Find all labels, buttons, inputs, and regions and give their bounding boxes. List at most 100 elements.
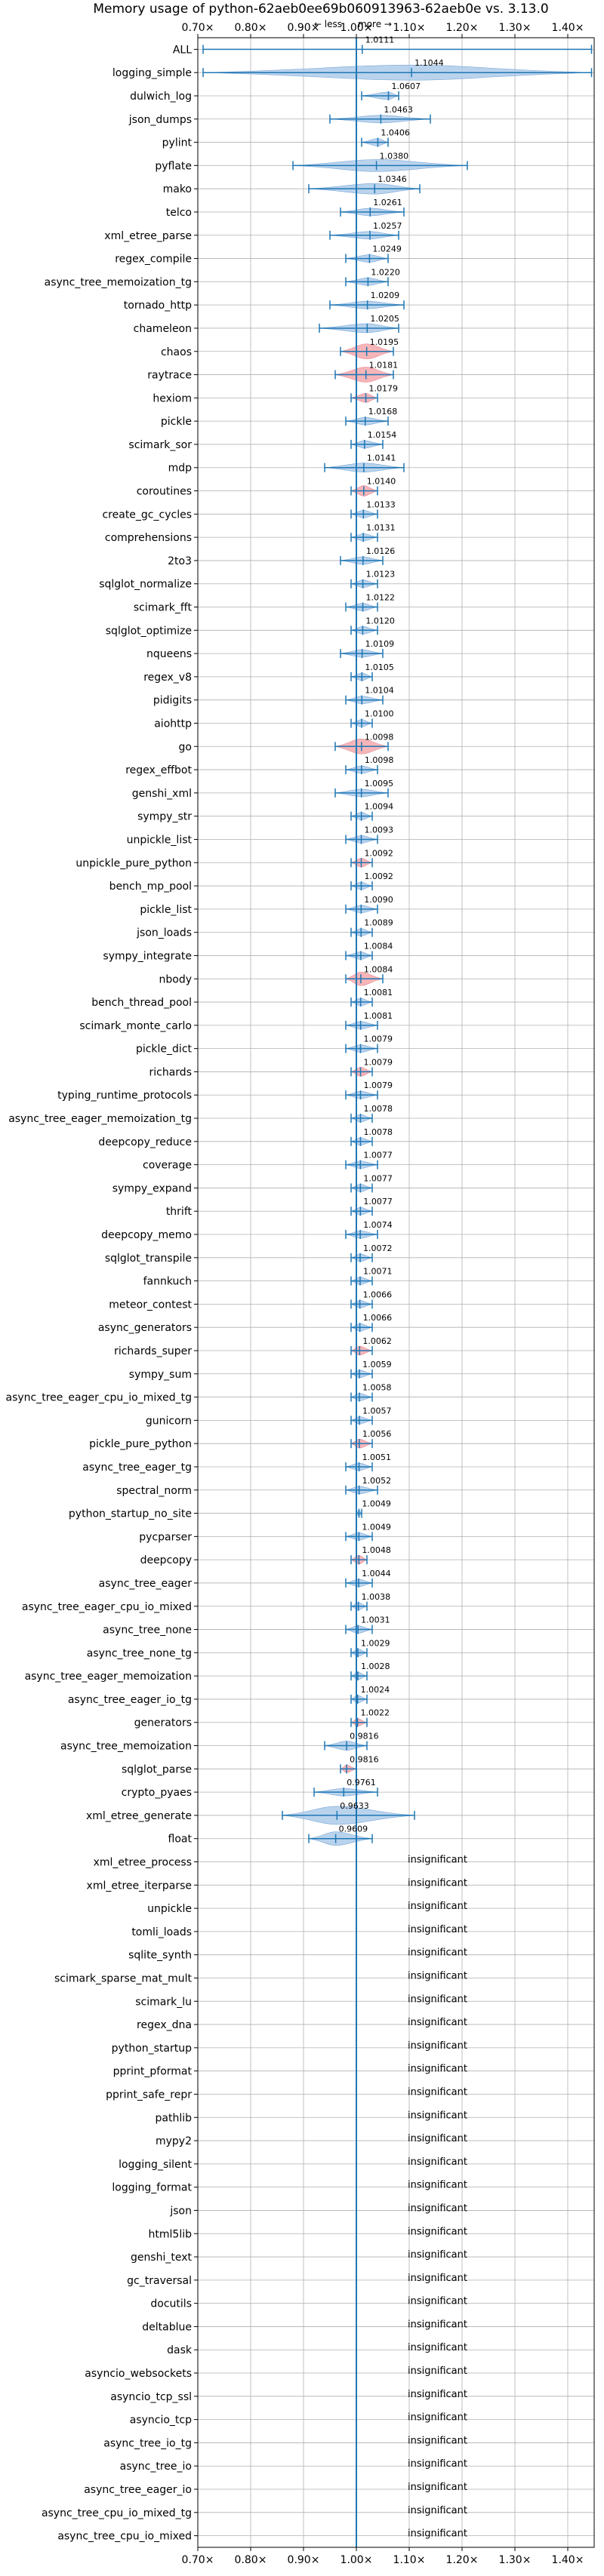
value-label: 1.0346 (378, 174, 406, 184)
insignificant-label: insignificant (408, 1855, 467, 1866)
value-label: 1.0141 (367, 453, 396, 463)
benchmark-label: scimark_sparse_mat_mult (54, 1972, 192, 1984)
insignificant-label: insignificant (408, 2203, 467, 2214)
benchmark-label: logging_format (112, 2182, 192, 2194)
value-label: 1.0048 (362, 1545, 391, 1555)
benchmark-label: regex_effbot (125, 764, 192, 776)
benchmark-label: chameleon (134, 323, 192, 335)
insignificant-label: insignificant (408, 2156, 467, 2168)
benchmark-label: json (169, 2205, 192, 2217)
benchmark-label: async_tree_io (120, 2461, 192, 2473)
benchmark-label: meteor_contest (109, 1299, 192, 1311)
value-label: 1.0056 (362, 1429, 392, 1439)
value-label: 1.0092 (364, 848, 393, 858)
benchmark-label: sympy_integrate (103, 950, 192, 962)
value-label: 1.0104 (365, 686, 394, 696)
insignificant-label: insignificant (408, 2412, 467, 2424)
insignificant-label: insignificant (408, 2365, 467, 2377)
benchmark-label: float (168, 1834, 193, 1846)
benchmark-label: json_dumps (128, 114, 192, 126)
value-label: 1.0057 (362, 1406, 392, 1416)
benchmark-label: create_gc_cycles (102, 509, 192, 521)
benchmark-label: scimark_monte_carlo (79, 1020, 192, 1032)
benchmark-label: html5lib (149, 2228, 193, 2240)
x-tick-label-top: 0.70× (182, 22, 214, 34)
value-label: 1.0084 (364, 941, 393, 951)
axis-layer: 0.70× 0.70× 0.80× 0.80× 0.90× 0.90× 1.00× 1.00×… (5, 22, 595, 2566)
benchmark-label: scimark_lu (135, 1996, 192, 2008)
value-label: 1.0100 (365, 709, 394, 718)
value-label: 1.0081 (364, 1011, 393, 1021)
value-label: 1.0249 (372, 244, 402, 254)
benchmark-label: xml_etree_process (94, 1857, 192, 1869)
benchmark-label: deltablue (142, 2321, 192, 2333)
insignificant-label: insignificant (408, 2435, 467, 2446)
benchmark-label: gunicorn (146, 1415, 192, 1427)
benchmark-label: pickle (161, 416, 192, 428)
benchmark-label: raytrace (147, 370, 192, 382)
benchmark-label: mypy2 (156, 2135, 192, 2147)
benchmark-label: pickle_pure_python (89, 1438, 192, 1450)
x-tick-label-bottom: 1.20× (446, 2554, 479, 2566)
insignificant-label: insignificant (408, 1877, 467, 1889)
benchmark-label: go (179, 741, 192, 753)
value-label: 1.0031 (361, 1615, 390, 1625)
value-label: 1.0081 (364, 988, 393, 998)
benchmark-label: asyncio_tcp_ssl (110, 2391, 192, 2403)
benchmark-label: pyflate (155, 160, 192, 172)
value-label: 1.0109 (365, 639, 395, 649)
insignificant-label: insignificant (408, 2342, 467, 2353)
value-label: 1.0120 (365, 616, 395, 626)
value-label: 1.0093 (365, 825, 394, 835)
insignificant-label: insignificant (408, 2040, 467, 2052)
value-label: 1.0123 (366, 570, 396, 579)
x-tick-label-bottom: 1.00× (341, 2554, 373, 2566)
benchmark-label: mdp (168, 463, 193, 475)
less-label: ← less (314, 19, 342, 29)
value-label: 1.0089 (364, 918, 393, 928)
benchmark-label: deepcopy_memo (101, 1229, 192, 1241)
value-label: 1.0131 (366, 523, 396, 533)
value-label: 1.0078 (363, 1127, 392, 1137)
value-label: 1.0195 (370, 337, 399, 347)
x-tick-label-top: 1.10× (393, 22, 426, 34)
value-label: 1.0094 (365, 802, 393, 812)
benchmark-label: telco (166, 207, 192, 219)
x-tick-label-top: 0.80× (235, 22, 267, 34)
value-label: 1.0257 (373, 221, 402, 231)
value-label: 0.9816 (350, 1754, 379, 1764)
benchmark-label: scimark_sor (128, 439, 192, 451)
benchmark-label: sqlglot_parse (122, 1763, 192, 1775)
insignificant-label: insignificant (408, 2528, 467, 2540)
value-label: 1.0022 (361, 1708, 390, 1718)
benchmark-label: aiohttp (154, 718, 192, 730)
x-tick-label-bottom: 1.10× (393, 2554, 426, 2566)
x-tick-label-top: 1.40× (552, 22, 584, 34)
value-label: 1.0168 (368, 407, 398, 417)
benchmark-label: typing_runtime_protocols (57, 1090, 192, 1102)
benchmark-label: richards (149, 1066, 193, 1078)
value-label: 1.0079 (364, 1081, 393, 1090)
benchmark-label: spectral_norm (116, 1485, 192, 1497)
x-tick-label-bottom: 1.40× (552, 2554, 584, 2566)
insignificant-label: insignificant (408, 2226, 467, 2237)
value-label: 1.0181 (369, 361, 399, 370)
value-label: 1.0105 (365, 662, 393, 672)
benchmark-label: async_tree_io_tg (103, 2437, 192, 2449)
benchmark-label: pathlib (156, 2112, 193, 2124)
value-label: 1.0607 (391, 81, 421, 91)
benchmark-label: dask (167, 2344, 193, 2356)
benchmark-label: logging_silent (119, 2159, 192, 2171)
x-tick-label-top: 1.30× (499, 22, 532, 34)
benchmark-label: async_generators (98, 1322, 192, 1334)
value-label: 0.9633 (340, 1801, 369, 1811)
benchmark-label: xml_etree_generate (86, 1810, 192, 1822)
value-label: 1.0406 (381, 128, 410, 138)
insignificant-label: insignificant (408, 2110, 467, 2121)
benchmark-label: sympy_sum (129, 1369, 192, 1381)
x-tick-label-top: 0.90× (288, 22, 320, 34)
benchmark-label: tomli_loads (131, 1926, 192, 1938)
value-label: 1.0038 (362, 1592, 391, 1602)
